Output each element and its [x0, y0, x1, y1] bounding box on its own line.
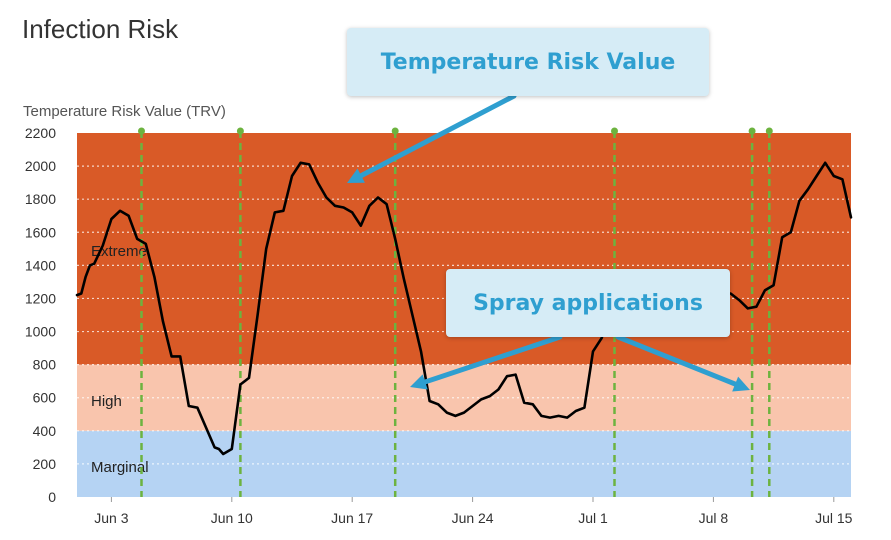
trv-arrow-shaft [358, 93, 517, 179]
spray-marker [236, 127, 244, 135]
y-tick-label: 1000 [25, 324, 56, 340]
x-tick-label: Jul 1 [578, 510, 608, 526]
y-tick-label: 2200 [25, 125, 56, 141]
x-tick-label: Jun 3 [94, 510, 128, 526]
spray-arrow-right-shaft [615, 334, 738, 387]
spray-marker [748, 127, 756, 135]
x-tick-label: Jul 15 [815, 510, 853, 526]
callout-arrows [347, 93, 750, 392]
band-label-marginal: Marginal [91, 459, 149, 476]
trv-line [75, 161, 853, 456]
spray-arrow-right-head [732, 376, 750, 392]
band-label-high: High [91, 393, 122, 410]
spray-application-lines [138, 127, 773, 497]
y-tick-label: 1800 [25, 191, 56, 207]
x-axis: Jun 3 Jun 10 Jun 17 Jun 24 Jul 1 Jul 8 Jul 15 [94, 497, 853, 526]
band-label-extreme: Extreme [91, 243, 147, 260]
y-axis: 0 200 400 600 800 1000 1200 1400 1600 1800 2000 220… [25, 125, 56, 505]
y-axis-label: Temperature Risk Value (TRV) [23, 103, 226, 120]
y-tick-label: 1200 [25, 290, 56, 306]
x-tick-label: Jun 24 [452, 510, 494, 526]
spray-marker [138, 127, 145, 135]
y-tick-label: 200 [33, 456, 57, 472]
y-tick-label: 1600 [25, 224, 56, 240]
spray-callout: Spray applications [446, 269, 730, 337]
y-tick-label: 400 [33, 423, 57, 439]
spray-marker [765, 127, 773, 135]
y-tick-label: 1400 [25, 257, 56, 273]
trv-arrow-head [347, 168, 365, 183]
y-tick-label: 800 [33, 357, 57, 373]
spray-marker [391, 127, 399, 135]
x-tick-label: Jun 17 [331, 510, 373, 526]
trv-callout: Temperature Risk Value [347, 28, 709, 96]
band-labels: Marginal High Extreme [91, 243, 149, 476]
trv-series [75, 161, 853, 456]
y-tick-label: 2000 [25, 158, 56, 174]
y-tick-label: 0 [48, 489, 56, 505]
spray-arrow-left-shaft [422, 334, 563, 385]
x-tick-label: Jun 10 [211, 510, 253, 526]
x-tick-label: Jul 8 [699, 510, 729, 526]
page-title: Infection Risk [22, 14, 179, 44]
spray-arrow-left-head [410, 374, 428, 390]
y-tick-label: 600 [33, 390, 57, 406]
spray-marker [611, 127, 618, 135]
